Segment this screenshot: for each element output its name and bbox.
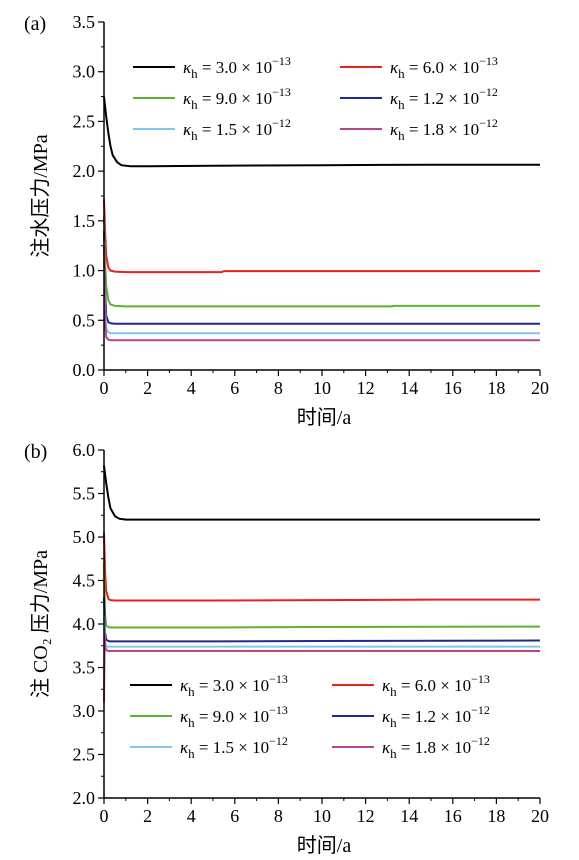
x-tick-label: 0 bbox=[100, 806, 109, 826]
y-tick-label: 5.0 bbox=[73, 527, 96, 547]
y-tick-label: 4.0 bbox=[73, 614, 96, 634]
x-tick-label: 14 bbox=[400, 378, 418, 398]
y-tick-label: 3.0 bbox=[73, 62, 96, 82]
x-axis-title: 时间/a bbox=[297, 834, 352, 857]
legend: κh = 3.0 × 10−13 κh = 6.0 × 10−13 κh = 9.0… bbox=[133, 54, 498, 143]
legend-label: κh = 6.0 × 10−13 bbox=[382, 672, 490, 699]
y-tick-label: 0.5 bbox=[73, 310, 96, 330]
legend-label: κh = 3.0 × 10−13 bbox=[183, 54, 291, 81]
y-tick-label: 2.0 bbox=[73, 161, 96, 181]
y-tick-label: 0.0 bbox=[73, 360, 96, 380]
x-tick-label: 18 bbox=[487, 378, 505, 398]
series-line-2 bbox=[103, 198, 540, 274]
y-tick-label: 6.0 bbox=[73, 440, 96, 460]
x-tick-label: 14 bbox=[400, 806, 418, 826]
y-axis-title: 注 CO₂ 压力/MPa bbox=[29, 550, 52, 698]
x-tick-label: 0 bbox=[100, 378, 109, 398]
panel-label: (b) bbox=[24, 441, 47, 463]
series-line-5 bbox=[103, 240, 540, 335]
x-tick-label: 18 bbox=[487, 806, 505, 826]
y-axis-title: 注水压力/MPa bbox=[29, 134, 52, 257]
legend-label: κh = 9.0 × 10−13 bbox=[183, 85, 291, 112]
x-tick-label: 10 bbox=[313, 806, 331, 826]
series-line-6 bbox=[103, 245, 540, 342]
legend-label: κh = 1.5 × 10−12 bbox=[180, 734, 288, 761]
series-line-4 bbox=[103, 597, 541, 643]
x-tick-label: 6 bbox=[230, 378, 239, 398]
y-tick-label: 3.5 bbox=[73, 658, 96, 678]
panel-label: (a) bbox=[24, 13, 46, 35]
y-tick-label: 2.5 bbox=[73, 745, 96, 765]
x-tick-label: 4 bbox=[187, 378, 196, 398]
legend-label: κh = 1.2 × 10−12 bbox=[390, 85, 498, 112]
x-tick-label: 12 bbox=[357, 378, 375, 398]
x-tick-label: 12 bbox=[357, 806, 375, 826]
legend: κh = 3.0 × 10−13 κh = 6.0 × 10−13 κh = 9.0… bbox=[130, 672, 490, 761]
legend-label: κh = 1.8 × 10−12 bbox=[390, 116, 498, 143]
y-tick-label: 1.0 bbox=[73, 261, 96, 281]
legend-label: κh = 1.5 × 10−12 bbox=[183, 116, 291, 143]
x-tick-label: 20 bbox=[531, 378, 549, 398]
y-tick-label: 3.5 bbox=[73, 12, 96, 32]
y-tick-label: 5.5 bbox=[73, 484, 96, 504]
x-tick-label: 8 bbox=[274, 378, 283, 398]
x-tick-label: 20 bbox=[531, 806, 549, 826]
y-tick-label: 4.5 bbox=[73, 571, 96, 591]
legend-label: κh = 3.0 × 10−13 bbox=[180, 672, 288, 699]
x-tick-label: 16 bbox=[444, 806, 462, 826]
series-line-6 bbox=[103, 632, 540, 703]
legend-label: κh = 6.0 × 10−13 bbox=[390, 54, 498, 81]
series-line-2 bbox=[103, 532, 540, 602]
legend-label: κh = 1.8 × 10−12 bbox=[382, 734, 490, 761]
series-line-3 bbox=[103, 563, 541, 629]
x-axis-title: 时间/a bbox=[297, 406, 352, 429]
x-tick-label: 6 bbox=[230, 806, 239, 826]
x-tick-label: 16 bbox=[444, 378, 462, 398]
y-tick-label: 3.0 bbox=[73, 701, 96, 721]
y-tick-label: 2.0 bbox=[73, 788, 96, 808]
x-tick-label: 4 bbox=[187, 806, 196, 826]
x-tick-label: 8 bbox=[274, 806, 283, 826]
series-line-1 bbox=[103, 465, 540, 521]
x-tick-label: 2 bbox=[143, 378, 152, 398]
y-tick-label: 1.5 bbox=[73, 211, 96, 231]
chart-panel-a: 0 2 4 6 8 10 12 14 16 18 20 0.0 0.5 1.0 1.5 2.0 2.5 3.0 3.… bbox=[24, 12, 549, 429]
series-line-4 bbox=[103, 230, 540, 325]
y-tick-label: 2.5 bbox=[73, 111, 96, 131]
legend-label: κh = 9.0 × 10−13 bbox=[180, 703, 288, 730]
x-tick-label: 10 bbox=[313, 378, 331, 398]
chart-panel-b: 0 2 4 6 8 10 12 14 16 18 20 2.0 2.5 3.0 3.5 4.0 4.5 5.0 5.… bbox=[24, 440, 549, 857]
series-line-3 bbox=[103, 215, 540, 308]
series-line-1 bbox=[103, 96, 540, 168]
x-tick-label: 2 bbox=[143, 806, 152, 826]
legend-label: κh = 1.2 × 10−12 bbox=[382, 703, 490, 730]
